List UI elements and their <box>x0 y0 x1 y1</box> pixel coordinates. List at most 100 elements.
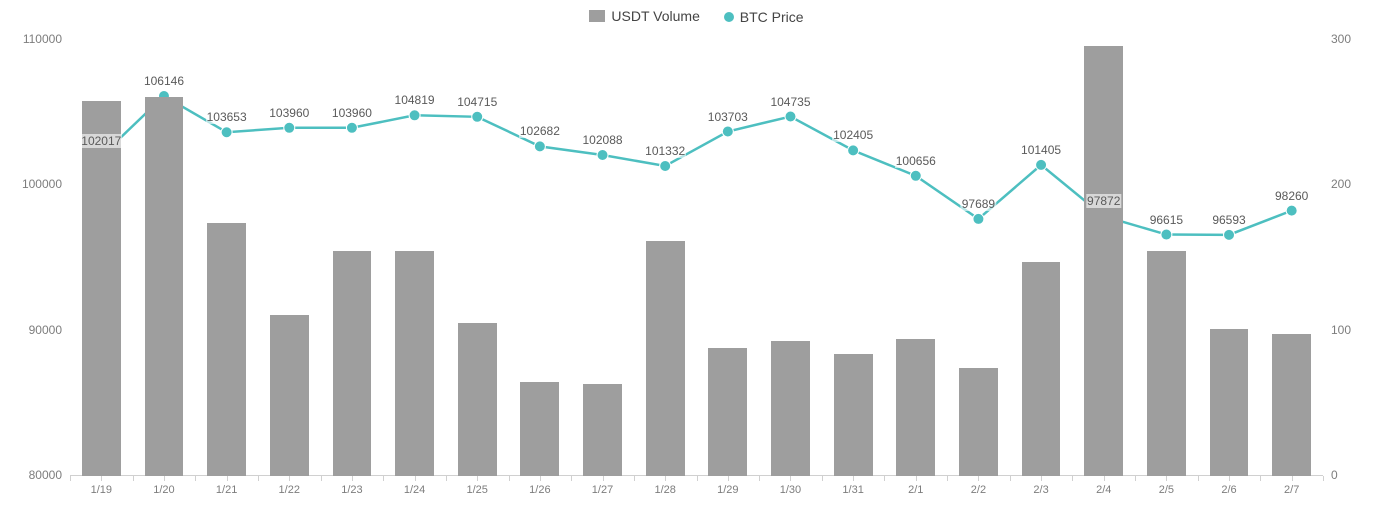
x-tick-label: 2/6 <box>1221 484 1236 496</box>
y-left-tick-label: 100000 <box>22 177 62 191</box>
line-value-label: 104735 <box>769 95 811 109</box>
x-boundary-tick <box>759 476 760 481</box>
x-tick-label: 1/30 <box>780 484 801 496</box>
line-marker <box>973 213 984 224</box>
line-marker <box>534 141 545 152</box>
y-right-tick-label: 100 <box>1331 323 1351 337</box>
bar <box>333 251 372 476</box>
line-marker <box>1286 205 1297 216</box>
bar <box>1022 262 1061 476</box>
x-tick <box>1166 476 1167 481</box>
line-marker <box>1224 229 1235 240</box>
bar <box>1084 46 1123 476</box>
line-marker <box>910 170 921 181</box>
x-tick-label: 1/28 <box>654 484 675 496</box>
x-tick-label: 1/20 <box>153 484 174 496</box>
line-value-label: 96615 <box>1149 213 1184 227</box>
x-tick <box>540 476 541 481</box>
line-value-label: 104715 <box>456 95 498 109</box>
line-marker <box>722 126 733 137</box>
x-boundary-tick <box>258 476 259 481</box>
line-value-label: 97689 <box>961 197 996 211</box>
x-tick <box>853 476 854 481</box>
x-boundary-tick <box>133 476 134 481</box>
x-tick <box>1292 476 1293 481</box>
y-left-tick-label: 80000 <box>29 468 62 482</box>
line-marker <box>284 122 295 133</box>
line-value-label: 103960 <box>331 106 373 120</box>
legend-label: BTC Price <box>740 9 804 25</box>
line-marker <box>1036 159 1047 170</box>
line-value-label: 97872 <box>1086 194 1121 208</box>
line-marker <box>1161 229 1172 240</box>
x-tick-label: 1/26 <box>529 484 550 496</box>
x-boundary-tick <box>1198 476 1199 481</box>
x-tick <box>164 476 165 481</box>
x-boundary-tick <box>383 476 384 481</box>
line-marker <box>472 111 483 122</box>
x-tick <box>1229 476 1230 481</box>
x-boundary-tick <box>1260 476 1261 481</box>
bar <box>959 368 998 476</box>
line-marker <box>409 110 420 121</box>
x-tick <box>1104 476 1105 481</box>
line-value-label: 96593 <box>1211 213 1246 227</box>
x-boundary-tick <box>446 476 447 481</box>
bar <box>145 97 184 476</box>
bar <box>708 348 747 476</box>
chart-container: USDT Volume BTC Price 102017106146103653… <box>0 0 1393 506</box>
x-boundary-tick <box>822 476 823 481</box>
x-boundary-tick <box>571 476 572 481</box>
x-tick-label: 1/29 <box>717 484 738 496</box>
x-tick-label: 2/4 <box>1096 484 1111 496</box>
line-value-label: 103960 <box>268 106 310 120</box>
x-boundary-tick <box>70 476 71 481</box>
x-tick <box>1041 476 1042 481</box>
x-tick <box>916 476 917 481</box>
line-value-label: 103703 <box>707 110 749 124</box>
x-boundary-tick <box>1323 476 1324 481</box>
bar <box>1272 334 1311 476</box>
line-value-label: 100656 <box>895 154 937 168</box>
line-value-label: 101332 <box>644 144 686 158</box>
x-tick <box>477 476 478 481</box>
y-right-tick-label: 200 <box>1331 177 1351 191</box>
x-tick <box>352 476 353 481</box>
bar <box>1147 251 1186 476</box>
legend-label: USDT Volume <box>611 8 699 24</box>
bar <box>896 339 935 476</box>
bar <box>270 315 309 476</box>
line-value-label: 102405 <box>832 128 874 142</box>
x-boundary-tick <box>634 476 635 481</box>
x-boundary-tick <box>195 476 196 481</box>
line-value-label: 102088 <box>581 133 623 147</box>
legend: USDT Volume BTC Price <box>0 0 1393 25</box>
y-left-tick-label: 110000 <box>23 32 62 46</box>
x-boundary-tick <box>509 476 510 481</box>
x-tick <box>603 476 604 481</box>
x-tick-label: 1/24 <box>404 484 425 496</box>
bar <box>82 101 121 476</box>
bar <box>520 382 559 476</box>
line-value-label: 104819 <box>394 93 436 107</box>
bar <box>395 251 434 476</box>
x-tick-label: 2/2 <box>971 484 986 496</box>
x-tick <box>289 476 290 481</box>
x-tick-label: 1/21 <box>216 484 237 496</box>
legend-swatch-bar <box>589 10 605 22</box>
x-tick-label: 2/5 <box>1159 484 1174 496</box>
bar <box>583 384 622 476</box>
x-boundary-tick <box>321 476 322 481</box>
x-boundary-tick <box>947 476 948 481</box>
x-tick-label: 1/19 <box>91 484 112 496</box>
x-tick <box>728 476 729 481</box>
legend-swatch-dot <box>724 12 734 22</box>
line-value-label: 102017 <box>80 134 122 148</box>
x-boundary-tick <box>1010 476 1011 481</box>
x-tick <box>227 476 228 481</box>
x-tick-label: 2/3 <box>1033 484 1048 496</box>
x-boundary-tick <box>884 476 885 481</box>
legend-item-usdt-volume: USDT Volume <box>589 8 699 24</box>
x-tick <box>101 476 102 481</box>
y-right-tick-label: 300 <box>1331 32 1351 46</box>
